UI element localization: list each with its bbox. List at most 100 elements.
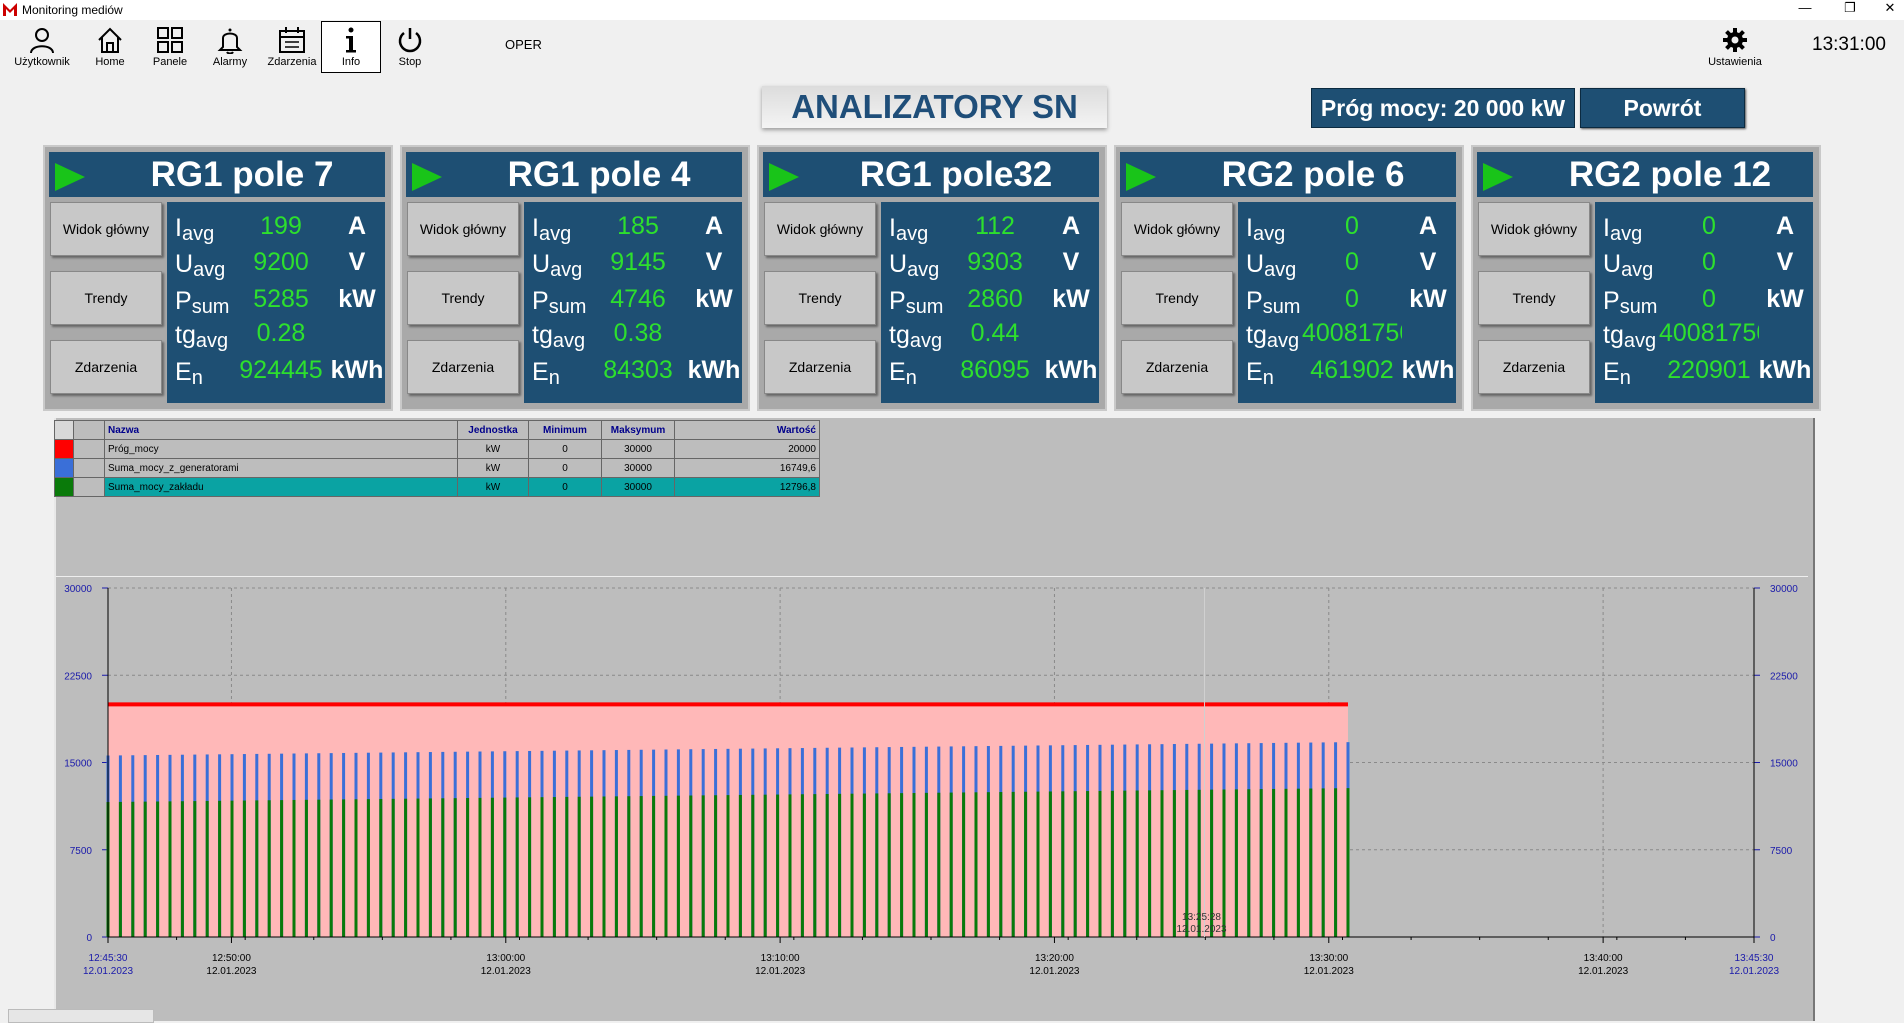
widok-glowny-button[interactable]: Widok główny [1121, 202, 1233, 256]
cursor-date: 12.01.2023 [1176, 924, 1226, 935]
measurement-value: 0 [1702, 285, 1716, 313]
measurement-value: 112 [975, 212, 1015, 240]
close-button[interactable]: ✕ [1884, 0, 1896, 15]
measurement-label: Iavg [1246, 214, 1286, 245]
legend-toggle-header [73, 420, 105, 440]
bar-Suma_mocy_zakładu [1296, 788, 1300, 937]
measurement-row-U: Uavg 9200 V [167, 244, 385, 281]
events-panel-button[interactable]: Zdarzenia [407, 340, 519, 394]
home-button[interactable]: Home [82, 22, 138, 72]
y-tick-label-right: 7500 [1770, 846, 1793, 857]
bar-Suma_mocy_zakładu [317, 799, 321, 937]
back-button[interactable]: Powrót [1580, 88, 1745, 128]
measurement-unit: A [704, 212, 724, 240]
measurement-row-I: Iavg 199 A [167, 208, 385, 245]
legend-row[interactable]: Próg_mocy kW 0 30000 20000 [54, 439, 820, 459]
bar-Suma_mocy_zakładu [490, 797, 494, 937]
measurement-row-I: Iavg 112 A [881, 208, 1099, 245]
restore-button[interactable]: ❐ [1844, 0, 1856, 15]
widok-glowny-button[interactable]: Widok główny [407, 202, 519, 256]
bar-Suma_mocy_zakładu [329, 799, 333, 937]
panels-button[interactable]: Panele [142, 22, 198, 72]
user-button[interactable]: Użytkownik [12, 22, 72, 72]
measurement-label: Iavg [532, 214, 572, 245]
bar-Suma_mocy_zakładu [776, 794, 780, 937]
trends-button[interactable]: Trendy [50, 271, 162, 325]
play-triangle-icon [1483, 163, 1513, 191]
info-button-label: Info [341, 56, 361, 68]
bar-Suma_mocy_zakładu [1148, 790, 1152, 937]
widok-glowny-button[interactable]: Widok główny [764, 202, 876, 256]
trends-button[interactable]: Trendy [764, 271, 876, 325]
measurement-row-E: En 924445 kWh [167, 352, 385, 389]
info-button[interactable]: Info [321, 21, 381, 73]
bar-Suma_mocy_zakładu [391, 798, 395, 937]
legend-row[interactable]: Suma_mocy_z_generatorami kW 0 30000 16749,6 [54, 458, 820, 478]
bar-Suma_mocy_zakładu [1172, 790, 1176, 937]
measurement-unit: V [1062, 248, 1080, 276]
bar-Suma_mocy_zakładu [1086, 791, 1090, 937]
bar-Suma_mocy_zakładu [1185, 789, 1189, 937]
legend-toggle[interactable] [73, 458, 105, 478]
bar-Suma_mocy_zakładu [1234, 789, 1238, 937]
measurement-label: Uavg [1246, 250, 1297, 281]
bar-Suma_mocy_zakładu [515, 797, 519, 937]
minimize-button[interactable]: — [1798, 0, 1812, 15]
bar-Suma_mocy_zakładu [639, 796, 643, 937]
app-logo-icon [3, 3, 17, 16]
bar-Suma_mocy_zakładu [949, 792, 953, 937]
alarms-button[interactable]: Alarmy [202, 22, 258, 72]
bar-Suma_mocy_zakładu [552, 797, 556, 937]
measurement-label: tgavg [889, 321, 943, 352]
bar-Suma_mocy_zakładu [689, 795, 693, 937]
bar-Suma_mocy_zakładu [1334, 788, 1338, 937]
bar-Suma_mocy_zakładu [156, 801, 160, 937]
measurement-row-I: Iavg 0 A [1238, 208, 1456, 245]
bar-Suma_mocy_zakładu [590, 796, 594, 937]
panel-measurements: Iavg 185 A Uavg 9145 V Psum 4746 kW tgavg 0.38 En 84… [524, 202, 742, 403]
events-button[interactable]: Zdarzenia [262, 22, 322, 72]
trends-button[interactable]: Trendy [1478, 271, 1590, 325]
settings-button[interactable]: Ustawienia [1700, 22, 1770, 72]
panel-title-bar: RG2 pole 12 [1477, 152, 1813, 197]
measurement-unit: kW [1052, 285, 1090, 313]
measurement-label: Iavg [175, 214, 215, 245]
measurement-row-P: Psum 5285 kW [167, 281, 385, 318]
analyzer-panel: RG1 pole 7 Widok główny Trendy Zdarzenia Iav… [43, 145, 393, 411]
events-panel-button[interactable]: Zdarzenia [764, 340, 876, 394]
measurement-unit: kWh [687, 356, 741, 384]
bell-icon [217, 28, 243, 54]
cursor-time: 13:25:28 [1182, 912, 1221, 923]
bar-Suma_mocy_zakładu [1024, 791, 1028, 937]
play-triangle-icon [55, 163, 85, 191]
stop-button[interactable]: Stop [382, 22, 438, 72]
measurement-row-tg: tgavg 0.44 [881, 315, 1099, 352]
legend-toggle[interactable] [73, 477, 105, 497]
events-panel-button[interactable]: Zdarzenia [1121, 340, 1233, 394]
widok-glowny-button[interactable]: Widok główny [1478, 202, 1590, 256]
bar-Suma_mocy_zakładu [1036, 791, 1040, 937]
measurement-label: En [889, 358, 917, 389]
bar-Suma_mocy_zakładu [577, 796, 581, 937]
measurement-value: 40081750 [1659, 319, 1759, 347]
measurement-value: 0.44 [970, 319, 1020, 347]
measurement-value: 0 [1345, 248, 1359, 276]
trends-button[interactable]: Trendy [407, 271, 519, 325]
widok-glowny-button[interactable]: Widok główny [50, 202, 162, 256]
legend-unit: kW [457, 477, 529, 497]
title-bar: Monitoring mediów — ❐ ✕ [0, 0, 1904, 20]
bar-Suma_mocy_zakładu [788, 794, 792, 937]
events-panel-button[interactable]: Zdarzenia [1478, 340, 1590, 394]
measurement-value: 2860 [967, 285, 1023, 313]
legend-row[interactable]: Suma_mocy_zakładu kW 0 30000 12796,8 [54, 477, 820, 497]
stop-button-label: Stop [398, 56, 422, 68]
measurement-label: En [1603, 358, 1631, 389]
bar-Suma_mocy_zakładu [143, 801, 147, 937]
bar-Suma_mocy_zakładu [924, 792, 928, 937]
events-panel-button[interactable]: Zdarzenia [50, 340, 162, 394]
bar-Suma_mocy_zakładu [1160, 790, 1164, 937]
bar-Suma_mocy_zakładu [1197, 789, 1201, 937]
x-tick-date: 12.01.2023 [755, 966, 805, 977]
trends-button[interactable]: Trendy [1121, 271, 1233, 325]
measurement-value: 86095 [960, 356, 1030, 384]
